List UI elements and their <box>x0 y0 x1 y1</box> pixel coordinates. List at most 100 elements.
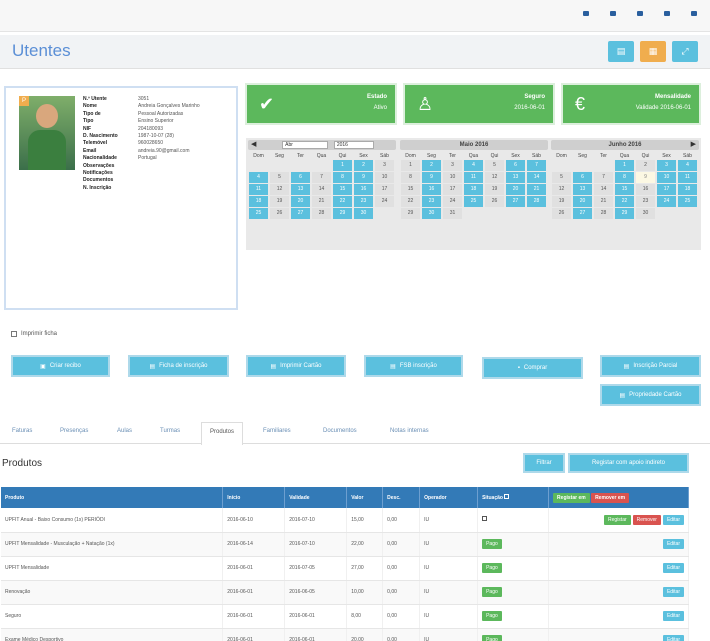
calendar-day[interactable]: 25 <box>249 208 268 219</box>
calendar-day[interactable]: 29 <box>333 208 352 219</box>
calendar-day[interactable]: 26 <box>270 208 289 219</box>
print-checkbox[interactable] <box>11 331 17 337</box>
calendar-day[interactable]: 12 <box>485 172 504 183</box>
calendar-day[interactable]: 14 <box>527 172 546 183</box>
calendar-day[interactable]: 23 <box>422 196 441 207</box>
card-property-button[interactable]: ▤ Propriedade Cartão <box>600 384 701 406</box>
calendar-day[interactable]: 5 <box>552 172 571 183</box>
calendar-day[interactable]: 8 <box>333 172 352 183</box>
calendar-day[interactable]: 2 <box>636 160 655 171</box>
calendar-day[interactable]: 9 <box>636 172 655 183</box>
calendar-day[interactable]: 13 <box>573 184 592 195</box>
calendar-day[interactable]: 11 <box>249 184 268 195</box>
calendar-day[interactable]: 28 <box>594 208 613 219</box>
calendar-day[interactable]: 15 <box>333 184 352 195</box>
calendar-day[interactable]: 7 <box>594 172 613 183</box>
calendar-day[interactable]: 1 <box>401 160 420 171</box>
calendar-day[interactable]: 29 <box>615 208 634 219</box>
calendar-day[interactable]: 1 <box>333 160 352 171</box>
calendar-day[interactable]: 6 <box>573 172 592 183</box>
calendar-day[interactable]: 18 <box>249 196 268 207</box>
calendar-day[interactable]: 12 <box>270 184 289 195</box>
calendar-day[interactable]: 8 <box>615 172 634 183</box>
calendar-day[interactable]: 24 <box>443 196 462 207</box>
create-receipt-button[interactable]: ▣ Criar recibo <box>11 355 110 377</box>
prev-month-icon[interactable]: ◀ <box>251 141 257 148</box>
col-desc[interactable]: Desc. <box>382 487 421 508</box>
calendar-day[interactable]: 11 <box>678 172 697 183</box>
calendar-day[interactable]: 30 <box>636 208 655 219</box>
topnav-item-5[interactable] <box>691 11 700 16</box>
calendar-day[interactable]: 27 <box>291 208 310 219</box>
col-situacao[interactable]: Situação <box>477 487 550 508</box>
calendar-day[interactable]: 3 <box>443 160 462 171</box>
calendar-day[interactable]: 19 <box>552 196 571 207</box>
partial-registration-button[interactable]: ▤ Inscrição Parcial <box>600 355 701 377</box>
calendar-day[interactable]: 2 <box>422 160 441 171</box>
tab-notas-internas[interactable]: Notas internas <box>390 428 429 434</box>
calendar-day[interactable]: 30 <box>354 208 373 219</box>
calendar-day[interactable]: 8 <box>401 172 420 183</box>
tab-faturas[interactable]: Faturas <box>12 428 33 434</box>
tab-aulas[interactable]: Aulas <box>117 428 133 434</box>
col-valor[interactable]: Valor <box>346 487 384 508</box>
calendar-day[interactable]: 15 <box>615 184 634 195</box>
edit-button[interactable]: Editar <box>662 611 684 621</box>
calendar-day[interactable]: 23 <box>354 196 373 207</box>
calendar-day[interactable]: 31 <box>443 208 462 219</box>
calendar-day[interactable]: 20 <box>291 196 310 207</box>
calendar-day[interactable]: 14 <box>594 184 613 195</box>
calendar-day[interactable]: 18 <box>678 184 697 195</box>
calendar-day[interactable]: 16 <box>354 184 373 195</box>
col-validade[interactable]: Validade <box>284 487 348 508</box>
edit-button[interactable]: Editar <box>662 563 684 573</box>
col-produto[interactable]: Produto <box>1 487 224 508</box>
calendar-day[interactable]: 19 <box>485 184 504 195</box>
print-button[interactable]: ▤ <box>608 41 634 62</box>
calendar-day[interactable]: 13 <box>506 172 525 183</box>
calendar-day[interactable]: 14 <box>312 184 331 195</box>
calendar-day[interactable]: 22 <box>333 196 352 207</box>
calendar-day[interactable]: 17 <box>443 184 462 195</box>
calendar-day[interactable]: 27 <box>573 208 592 219</box>
calendar-day[interactable]: 10 <box>657 172 676 183</box>
edit-button[interactable]: Editar <box>662 587 684 597</box>
register-button[interactable]: Registar <box>604 514 631 525</box>
tab-presencas[interactable]: Presenças <box>60 428 89 434</box>
calendar-day[interactable]: 25 <box>464 196 483 207</box>
tab-produtos[interactable]: Produtos <box>201 422 244 445</box>
tab-documentos[interactable]: Documentos <box>323 428 357 434</box>
calendar-day[interactable]: 20 <box>506 184 525 195</box>
calendar-day[interactable]: 19 <box>270 196 289 207</box>
col-inicio[interactable]: Início <box>222 487 286 508</box>
register-all-button[interactable]: Registar em <box>553 492 590 503</box>
calendar-day[interactable]: 9 <box>354 172 373 183</box>
calendar-day[interactable]: 26 <box>485 196 504 207</box>
calendar-day[interactable]: 28 <box>312 208 331 219</box>
topnav-item-3[interactable] <box>637 11 646 16</box>
calendar-day[interactable]: 4 <box>678 160 697 171</box>
calendar-day[interactable]: 26 <box>552 208 571 219</box>
calendar-day[interactable]: 22 <box>615 196 634 207</box>
calendar-day[interactable]: 3 <box>657 160 676 171</box>
print-checkbox-row[interactable]: Imprimir ficha <box>11 331 57 337</box>
calendar-day[interactable]: 10 <box>443 172 462 183</box>
calendar-day[interactable]: 21 <box>594 196 613 207</box>
register-indirect-button[interactable]: Registar com apoio indireto <box>568 453 689 473</box>
col-operador[interactable]: Operador <box>419 487 479 508</box>
fsb-registration-button[interactable]: ▤ FSB inscrição <box>364 355 463 377</box>
calendar-day[interactable]: 3 <box>375 160 394 171</box>
calendar-day[interactable]: 13 <box>291 184 310 195</box>
tab-turmas[interactable]: Turmas <box>160 428 181 434</box>
calendar-day[interactable]: 20 <box>573 196 592 207</box>
calendar-day[interactable]: 16 <box>636 184 655 195</box>
calendar-day[interactable]: 30 <box>422 208 441 219</box>
calendar-day[interactable]: 25 <box>678 196 697 207</box>
edit-button[interactable]: Editar <box>662 635 684 641</box>
calendar-day[interactable]: 7 <box>527 160 546 171</box>
topnav-item-1[interactable] <box>583 11 592 16</box>
calendar-day[interactable]: 21 <box>312 196 331 207</box>
month-select[interactable]: Abr <box>282 141 329 149</box>
calendar-day[interactable]: 28 <box>527 196 546 207</box>
edit-button[interactable]: Editar <box>662 539 684 549</box>
